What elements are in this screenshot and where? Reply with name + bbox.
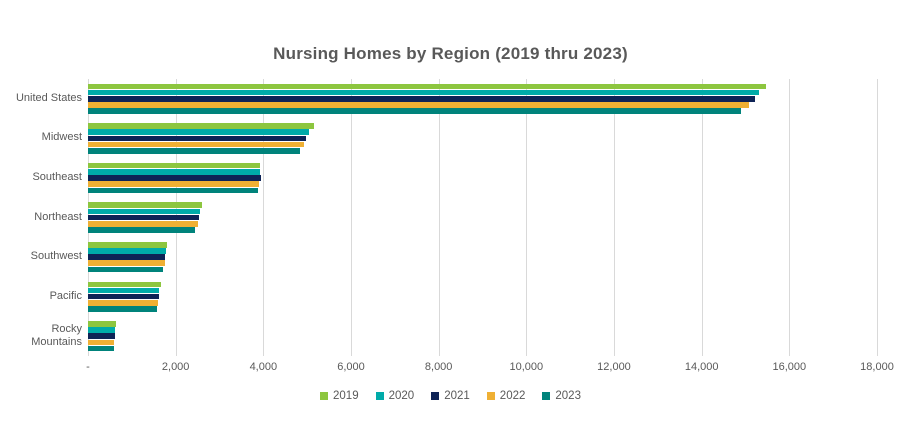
bar-2021 (88, 254, 166, 260)
legend-item-2020: 2020 (375, 390, 415, 402)
bar-group (88, 79, 877, 119)
legend-swatch-icon (486, 392, 495, 400)
x-tick-label: 18,000 (860, 361, 894, 373)
bar-2019 (88, 241, 167, 248)
bar-2020 (88, 129, 309, 135)
legend-item-2021: 2021 (431, 390, 470, 402)
bar-2023 (88, 266, 163, 273)
bar-2023 (88, 306, 158, 312)
bar-2020 (88, 287, 159, 294)
bar-group (88, 237, 877, 277)
legend-swatch-icon (320, 392, 329, 400)
bar-2023 (88, 345, 115, 352)
bar-2023 (88, 227, 196, 233)
bar-group (88, 277, 877, 317)
legend-label: 2019 (333, 390, 359, 402)
x-tick-label: 2,000 (161, 361, 190, 373)
bar-group (88, 119, 877, 159)
x-tick-label: 12,000 (597, 361, 631, 373)
x-axis: - 2,000 4,000 6,000 8,000 10,000 12,000 14,000 1… (86, 361, 894, 375)
bar-2019 (88, 162, 261, 169)
bar-2021 (88, 333, 116, 340)
bar-2022 (88, 220, 199, 227)
x-tick-label: 8,000 (424, 361, 453, 373)
bar-2020 (88, 168, 260, 175)
bar-2020 (88, 248, 166, 254)
category-label: Midwest (41, 131, 82, 144)
bar-2021 (88, 135, 307, 142)
gridline (701, 79, 703, 356)
gridline (263, 79, 265, 356)
bar-2022 (88, 141, 305, 148)
bar-rows (88, 79, 877, 356)
category-label: Southwest (30, 250, 82, 263)
legend-swatch-icon (431, 392, 440, 400)
legend-item-2022: 2022 (486, 390, 526, 402)
category-label: Rocky Mountains (31, 322, 82, 349)
legend: 2019 2020 2021 2022 2023 (0, 390, 901, 402)
gridline (613, 79, 615, 356)
bar-2022 (88, 339, 115, 346)
gridline (438, 79, 440, 356)
bar-2020 (88, 327, 115, 333)
bar-2022 (88, 260, 165, 267)
bar-2019 (88, 83, 767, 90)
category-label: Pacific (49, 289, 82, 302)
x-tick-label: 4,000 (249, 361, 278, 373)
bar-2021 (88, 175, 261, 181)
category-label: Southeast (32, 171, 82, 184)
legend-item-2023: 2023 (542, 390, 581, 402)
bar-2023 (88, 108, 741, 114)
legend-item-2019: 2019 (320, 390, 359, 402)
gridline (350, 79, 352, 356)
bar-group (88, 158, 877, 198)
gridline (789, 79, 791, 356)
y-axis-labels: United States Midwest Southeast Northeast So… (0, 79, 82, 356)
x-tick-label: - (86, 361, 90, 373)
bar-group (88, 316, 877, 356)
legend-label: 2023 (555, 390, 581, 402)
bar-2023 (88, 187, 258, 194)
x-tick-label: 16,000 (772, 361, 807, 373)
legend-label: 2022 (499, 390, 526, 402)
x-tick-label: 10,000 (509, 361, 544, 373)
bar-2019 (88, 123, 314, 129)
legend-swatch-icon (542, 392, 551, 400)
category-label: Northeast (34, 210, 82, 223)
bar-2022 (88, 300, 158, 306)
bar-2019 (88, 202, 203, 208)
bar-group (88, 198, 877, 238)
gridline (877, 79, 878, 356)
x-tick-label: 6,000 (337, 361, 365, 373)
bar-2021 (88, 293, 159, 300)
bar-2021 (88, 95, 756, 102)
x-tick-label: 14,000 (684, 361, 719, 373)
gridline (526, 79, 528, 356)
bar-2023 (88, 147, 301, 154)
bar-2020 (88, 89, 759, 96)
bar-2020 (88, 208, 201, 215)
bar-2019 (88, 281, 161, 288)
bar-2021 (88, 214, 200, 221)
legend-swatch-icon (375, 392, 384, 400)
bar-2019 (88, 321, 116, 327)
bar-2022 (88, 181, 259, 187)
legend-label: 2021 (444, 390, 470, 402)
category-label: United States (15, 91, 82, 104)
legend-label: 2020 (388, 390, 415, 402)
bar-2022 (88, 102, 750, 108)
plot-area (88, 79, 878, 356)
chart-title: Nursing Homes by Region (2019 thru 2023) (273, 44, 628, 63)
